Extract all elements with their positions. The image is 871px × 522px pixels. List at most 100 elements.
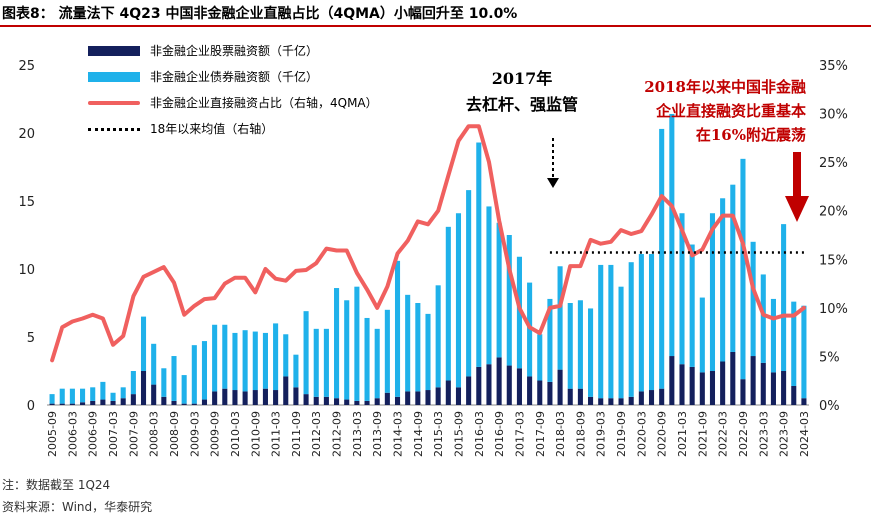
x-tick-label: 2011-03: [270, 411, 283, 457]
x-tick-label: 2014-03: [392, 411, 405, 457]
equity-bar: [394, 396, 401, 405]
equity-bar: [435, 387, 441, 405]
bond-bar: [49, 394, 55, 404]
equity-bar: [212, 391, 218, 405]
equity-bar: [313, 396, 319, 405]
x-tick-label: 2018-09: [574, 411, 587, 457]
bond-bar: [781, 224, 787, 371]
bond-bar: [425, 313, 431, 391]
bond-bar: [577, 300, 583, 389]
bond-bar: [445, 226, 451, 381]
bond-bar: [760, 274, 766, 363]
legend-label-bond: 非金融企业债券融资额（千亿）: [150, 70, 319, 84]
bond-bar: [720, 198, 726, 362]
x-tick-label: 2019-03: [595, 411, 608, 457]
bond-bar: [476, 142, 482, 367]
y-right-tick-label: 0%: [819, 399, 840, 414]
bond-bar: [770, 298, 776, 373]
equity-bar: [730, 351, 736, 405]
bond-bar: [466, 190, 472, 377]
bond-bar: [201, 341, 208, 400]
equity-bar: [781, 371, 787, 405]
bond-bar: [222, 324, 228, 389]
equity-bar: [110, 400, 116, 405]
bond-bar: [364, 317, 370, 401]
bond-bar: [384, 309, 390, 393]
x-tick-label: 2007-09: [127, 411, 140, 457]
y-left-tick-label: 15: [18, 195, 35, 210]
x-tick-label: 2009-09: [209, 411, 222, 457]
bond-bar: [506, 235, 512, 366]
equity-bar: [791, 385, 797, 405]
bond-bar: [191, 345, 197, 404]
bond-bar: [303, 311, 309, 395]
equity-bar: [374, 398, 380, 405]
equity-bar: [537, 380, 543, 405]
bond-bar: [394, 260, 401, 397]
bond-bar: [252, 331, 258, 391]
equity-bar: [740, 379, 746, 405]
equity-bar: [283, 376, 289, 405]
y-left-tick-label: 10: [18, 263, 35, 278]
title-underline: [0, 25, 871, 27]
legend-swatch-avg: [88, 127, 140, 131]
x-tick-label: 2016-09: [493, 411, 506, 457]
equity-bar: [151, 384, 157, 405]
bond-bar: [659, 128, 665, 389]
bond-bar: [354, 286, 360, 401]
bond-bar: [374, 328, 380, 399]
arrow-2018-shaft: [793, 152, 801, 198]
equity-bar: [466, 376, 472, 405]
bond-bar: [232, 332, 238, 391]
x-tick-label: 2013-09: [371, 411, 384, 457]
equity-bar: [262, 388, 268, 405]
bond-bar: [608, 264, 614, 399]
equity-bar: [191, 403, 197, 405]
bond-bar: [435, 285, 441, 388]
equity-bar: [49, 403, 55, 405]
equity-bar: [527, 376, 533, 405]
bond-bar: [293, 354, 299, 388]
x-tick-label: 2015-09: [452, 411, 465, 457]
bond-bar: [486, 206, 492, 365]
bond-bar: [140, 316, 147, 371]
equity-bar: [516, 368, 522, 405]
arrow-2017-head: [547, 178, 559, 188]
equity-bar: [140, 371, 147, 405]
x-tick-label: 2010-09: [249, 411, 262, 457]
bond-bar: [344, 300, 350, 400]
equity-bar: [669, 356, 675, 405]
bond-bar: [699, 297, 705, 373]
equity-bar: [455, 387, 462, 405]
bond-bar: [547, 298, 553, 382]
bond-bar: [212, 324, 218, 392]
x-tick-label: 2016-03: [473, 411, 486, 457]
equity-bar: [679, 364, 685, 405]
legend-swatch-bond: [88, 72, 140, 82]
footer-note: 注：数据截至 1Q24: [2, 478, 111, 492]
equity-bar: [334, 398, 340, 405]
equity-bar: [171, 400, 177, 405]
bond-bar: [323, 328, 329, 397]
equity-bar: [303, 394, 309, 405]
x-tick-label: 2017-03: [513, 411, 526, 457]
equity-bar: [648, 390, 655, 405]
x-tick-label: 2015-03: [432, 411, 445, 457]
bond-bar: [273, 323, 279, 391]
bond-bar: [537, 334, 543, 381]
x-tick-label: 2005-09: [46, 411, 59, 457]
equity-bar: [252, 390, 258, 405]
y-left-tick-label: 0: [27, 399, 35, 414]
x-tick-label: 2022-09: [737, 411, 750, 457]
bond-bar: [80, 388, 86, 403]
y-right-tick-label: 35%: [819, 59, 848, 74]
x-tick-label: 2017-09: [534, 411, 547, 457]
bond-bar: [496, 222, 502, 358]
legend-item-equity: 非金融企业股票融资额（千亿）: [88, 38, 378, 64]
x-tick-label: 2008-03: [148, 411, 161, 457]
bond-bar: [588, 308, 594, 397]
bond-bar: [516, 256, 522, 369]
equity-bar: [598, 398, 604, 405]
equity-bar: [689, 366, 695, 405]
